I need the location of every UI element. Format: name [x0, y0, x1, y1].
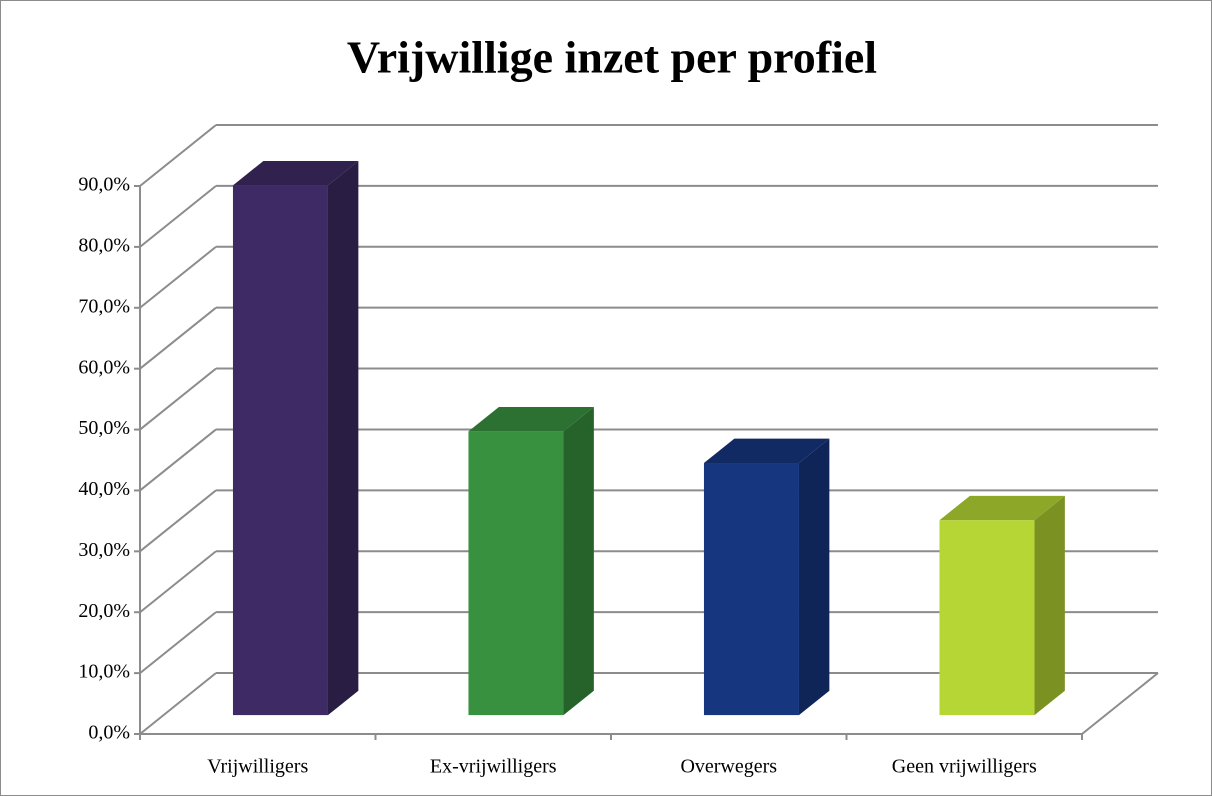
y-tick-label: 90,0% — [78, 174, 130, 196]
bar-side — [327, 160, 359, 716]
y-tick-label: 60,0% — [78, 356, 130, 378]
grid-line — [139, 245, 217, 309]
y-tick-label: 0,0% — [88, 722, 130, 744]
chart-title: Vrijwillige inzet per profiel — [347, 32, 877, 83]
x-tick-label: Overwegers — [680, 756, 777, 778]
x-tick-label: Ex-vrijwilligers — [430, 756, 557, 778]
bar — [703, 463, 799, 716]
grid-line — [139, 367, 217, 431]
grid-line — [139, 489, 217, 553]
bar-side — [798, 438, 830, 716]
y-tick-label: 10,0% — [78, 661, 130, 683]
grid-line — [139, 428, 217, 492]
grid-line — [139, 672, 217, 735]
y-tick-label: 30,0% — [78, 539, 130, 561]
bar-top — [468, 406, 594, 432]
grid-line — [139, 550, 217, 614]
y-tick-label: 70,0% — [78, 295, 130, 317]
bar — [939, 520, 1035, 716]
grid-line — [139, 124, 217, 187]
x-tick-label: Geen vrijwilligers — [892, 756, 1037, 778]
grid-line — [139, 185, 217, 248]
grid-line — [139, 611, 217, 674]
bar — [232, 185, 328, 716]
y-tick-label: 20,0% — [78, 600, 130, 622]
bar-top — [232, 160, 359, 186]
bar-top — [703, 438, 830, 464]
y-tick-label: 80,0% — [78, 234, 130, 256]
y-tick-label: 50,0% — [78, 417, 130, 439]
bar — [468, 431, 564, 716]
bar-side — [563, 406, 594, 716]
bar-side — [1034, 495, 1065, 716]
grid-line — [139, 306, 217, 370]
x-tick-label: Vrijwilligers — [207, 756, 308, 778]
y-tick-label: 40,0% — [78, 478, 130, 500]
floor-edge — [1081, 672, 1159, 735]
bar-top — [939, 495, 1065, 521]
